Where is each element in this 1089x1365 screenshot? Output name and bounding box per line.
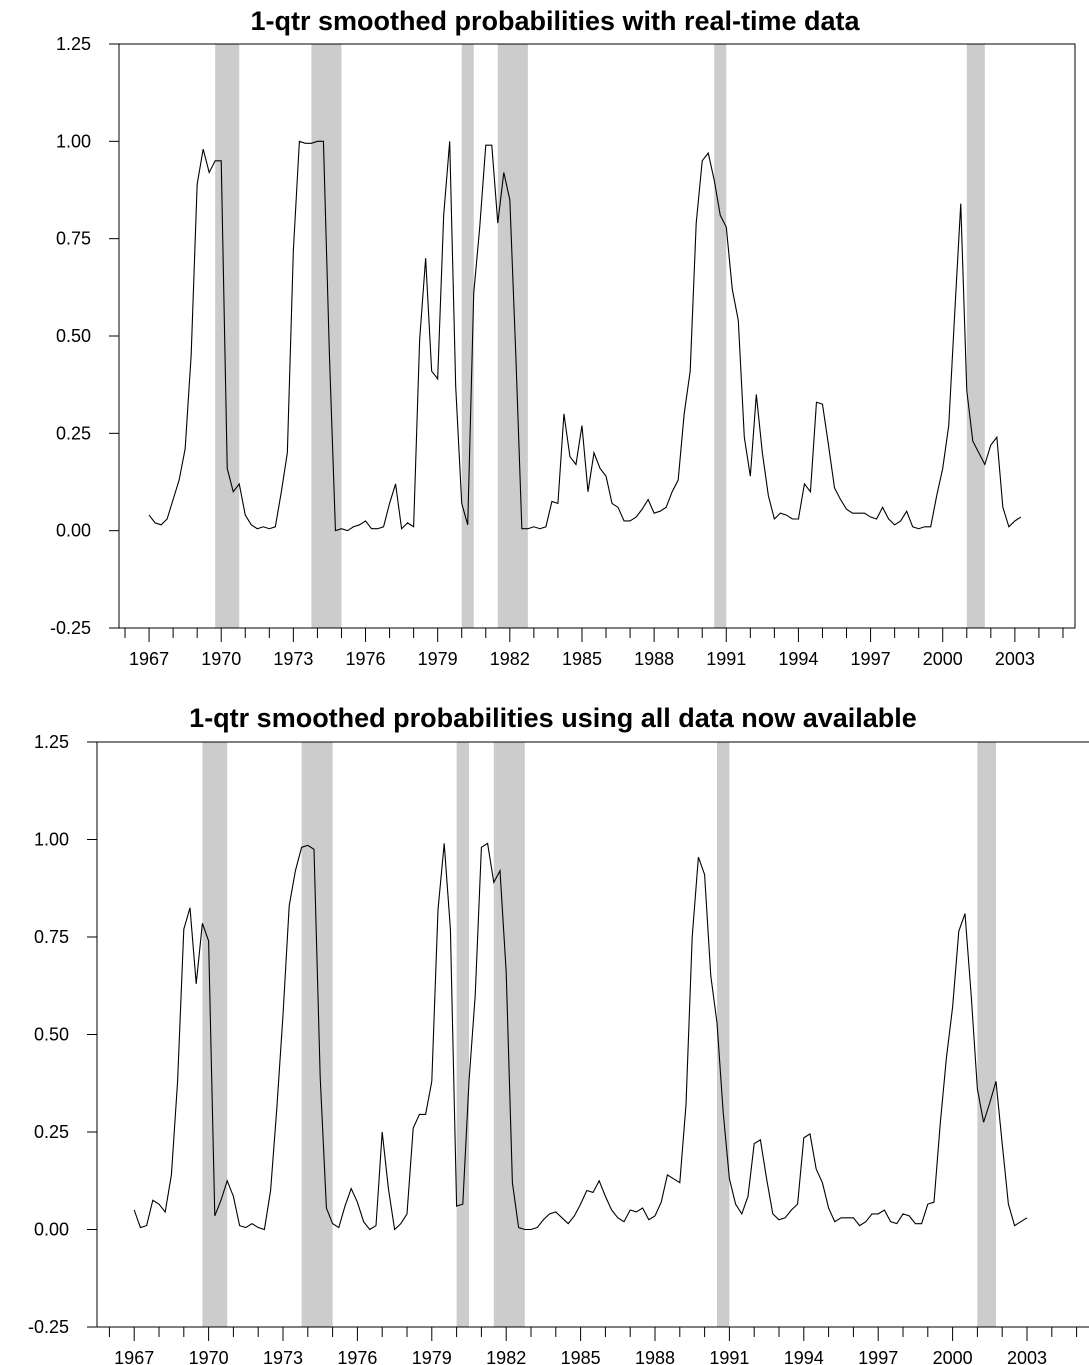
x-tick-label: 1967 (114, 1348, 154, 1365)
x-tick-label: 1991 (709, 1348, 749, 1365)
recession-band (714, 44, 727, 628)
y-tick-label: 0.50 (56, 326, 91, 346)
x-tick-label: 1973 (273, 649, 313, 669)
y-tick-label: 1.00 (56, 131, 91, 151)
x-tick-label: 1970 (201, 649, 241, 669)
x-tick-label: 1991 (706, 649, 746, 669)
probability-series-line (133, 842, 1028, 1231)
recession-band (966, 44, 985, 628)
probability-series-line (148, 140, 1022, 532)
x-tick-label: 2003 (1007, 1348, 1047, 1365)
x-tick-label: 2003 (995, 649, 1035, 669)
x-tick-label: 1988 (635, 1348, 675, 1365)
y-tick-label: 0.00 (56, 521, 91, 541)
recession-band (497, 44, 528, 628)
y-tick-label: 0.75 (34, 927, 69, 947)
x-tick-label: 1997 (851, 649, 891, 669)
x-tick-label: 1997 (858, 1348, 898, 1365)
y-tick-label: 0.25 (34, 1122, 69, 1142)
y-tick-label: 0.75 (56, 229, 91, 249)
x-tick-label: 1979 (412, 1348, 452, 1365)
x-tick-label: 2000 (923, 649, 963, 669)
plot-frame (118, 43, 1076, 629)
y-tick-label: 1.00 (34, 830, 69, 850)
x-tick-label: 1979 (418, 649, 458, 669)
chart-title: 1-qtr smoothed probabilities with real-t… (250, 6, 860, 36)
x-tick-label: 1982 (486, 1348, 526, 1365)
recession-band (493, 742, 525, 1327)
x-tick-label: 1985 (561, 1348, 601, 1365)
y-tick-label: -0.25 (50, 618, 91, 638)
y-tick-label: 0.00 (34, 1220, 69, 1240)
x-tick-label: 1988 (634, 649, 674, 669)
recession-band (717, 742, 730, 1327)
x-tick-label: 1985 (562, 649, 602, 669)
x-tick-label: 1982 (490, 649, 530, 669)
chart-real-time-probabilities: 1.25 1.00 0.75 0.50 0.25 0.00 -0.25 1967 1970 197… (50, 6, 1076, 669)
x-tick-label: 1994 (778, 649, 818, 669)
x-tick-label: 2000 (933, 1348, 973, 1365)
y-tick-label: -0.25 (28, 1317, 69, 1337)
x-tick-label: 1967 (129, 649, 169, 669)
y-tick-label: 1.25 (56, 34, 91, 54)
chart-all-data-probabilities: 1.25 1.00 0.75 0.50 0.25 0.00 -0.25 1967 1970 197… (28, 703, 1089, 1365)
y-tick-label: 1.25 (34, 732, 69, 752)
recession-band (461, 44, 474, 628)
x-tick-label: 1976 (345, 649, 385, 669)
recession-band (456, 742, 469, 1327)
recession-band (311, 44, 342, 628)
recession-band (215, 44, 240, 628)
y-tick-label: 0.25 (56, 423, 91, 443)
recession-band (301, 742, 333, 1327)
recession-band (977, 742, 996, 1327)
chart-title: 1-qtr smoothed probabilities using all d… (189, 703, 917, 733)
recession-band (202, 742, 228, 1327)
x-tick-label: 1976 (337, 1348, 377, 1365)
x-tick-label: 1994 (784, 1348, 824, 1365)
y-tick-label: 0.50 (34, 1025, 69, 1045)
x-tick-label: 1973 (263, 1348, 303, 1365)
x-tick-label: 1970 (189, 1348, 229, 1365)
